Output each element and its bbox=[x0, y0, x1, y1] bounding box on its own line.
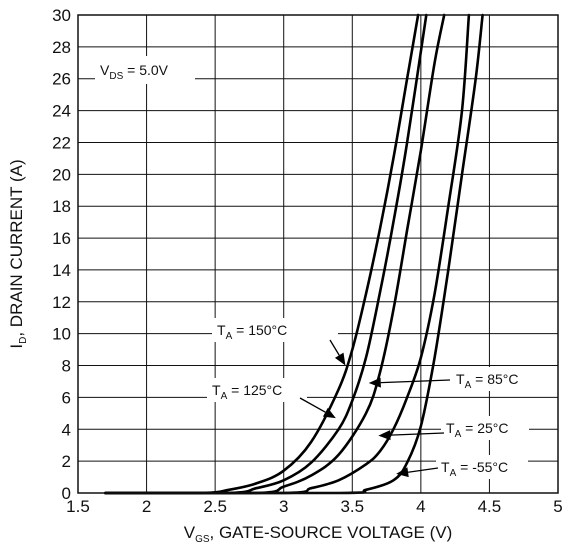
y-tick-label: 28 bbox=[52, 38, 71, 57]
series-label-text: TA = 150°C bbox=[217, 322, 287, 342]
x-tick-label: 1.5 bbox=[66, 497, 90, 516]
series-label-minus55c: TA = -55°C bbox=[396, 455, 528, 479]
arrow-line bbox=[407, 467, 439, 473]
curve-85c bbox=[104, 13, 446, 495]
tick-labels: 1.5 2 2.5 3 3.5 4 4.5 5024681012141618202224262… bbox=[52, 6, 563, 516]
y-tick-label: 18 bbox=[52, 197, 71, 216]
y-tick-label: 6 bbox=[62, 388, 71, 407]
plot-frame bbox=[77, 14, 559, 494]
condition-label-bg bbox=[95, 56, 195, 84]
y-tick-label: 10 bbox=[52, 325, 71, 344]
series-labels: TA = 150°C TA = 125°C TA = 85°C TA = 25°C TA… bbox=[207, 318, 555, 479]
arrow-line bbox=[380, 379, 451, 384]
x-tick-label: 5 bbox=[553, 497, 562, 516]
series-label-bg bbox=[451, 367, 555, 391]
condition-label: VDS = 5.0V bbox=[100, 62, 169, 82]
arrow-head bbox=[378, 430, 391, 441]
y-tick-label: 14 bbox=[52, 261, 71, 280]
series-label-text: TA = 25°C bbox=[446, 420, 508, 440]
x-tick-label: 2 bbox=[142, 497, 151, 516]
series-label-150c: TA = 150°C bbox=[212, 318, 346, 366]
curve-150c bbox=[104, 13, 420, 495]
curve-125c bbox=[104, 13, 428, 495]
curve-minus55c bbox=[104, 13, 484, 495]
y-tick-label: 12 bbox=[52, 293, 71, 312]
y-tick-label: 8 bbox=[62, 357, 71, 376]
arrow-head bbox=[334, 352, 346, 366]
y-tick-label: 24 bbox=[52, 102, 71, 121]
curves bbox=[104, 13, 484, 495]
x-tick-label: 4 bbox=[416, 497, 425, 516]
y-tick-label: 22 bbox=[52, 133, 71, 152]
x-axis-title: VGS, GATE-SOURCE VOLTAGE (V) bbox=[184, 523, 453, 545]
series-label-text: TA = 85°C bbox=[456, 371, 518, 391]
arrow-line bbox=[390, 432, 445, 436]
x-tick-label: 3 bbox=[279, 497, 288, 516]
series-label-bg bbox=[212, 318, 338, 342]
y-tick-label: 16 bbox=[52, 229, 71, 248]
series-label-text: TA = 125°C bbox=[212, 382, 282, 402]
y-tick-label: 20 bbox=[52, 165, 71, 184]
arrow-head bbox=[368, 377, 381, 388]
series-label-bg bbox=[441, 416, 529, 440]
y-tick-label: 2 bbox=[62, 452, 71, 471]
series-label-text: TA = -55°C bbox=[441, 459, 508, 479]
arrow-line bbox=[299, 397, 326, 413]
y-tick-label: 26 bbox=[52, 70, 71, 89]
series-label-85c: TA = 85°C bbox=[368, 367, 555, 391]
series-label-bg bbox=[436, 455, 528, 479]
arrow-head bbox=[322, 407, 336, 419]
series-label-bg bbox=[207, 378, 307, 402]
arrow-line bbox=[329, 339, 340, 356]
y-axis-title: ID, DRAIN CURRENT (A) bbox=[7, 159, 29, 348]
x-tick-label: 3.5 bbox=[340, 497, 364, 516]
series-label-25c: TA = 25°C bbox=[378, 416, 529, 441]
x-tick-label: 4.5 bbox=[478, 497, 502, 516]
series-label-125c: TA = 125°C bbox=[207, 378, 336, 419]
curve-25c bbox=[104, 13, 471, 495]
y-tick-label: 4 bbox=[62, 420, 71, 439]
y-tick-label: 30 bbox=[52, 6, 71, 25]
x-tick-label: 2.5 bbox=[203, 497, 227, 516]
arrow-head bbox=[396, 467, 409, 478]
y-tick-label: 0 bbox=[62, 484, 71, 503]
